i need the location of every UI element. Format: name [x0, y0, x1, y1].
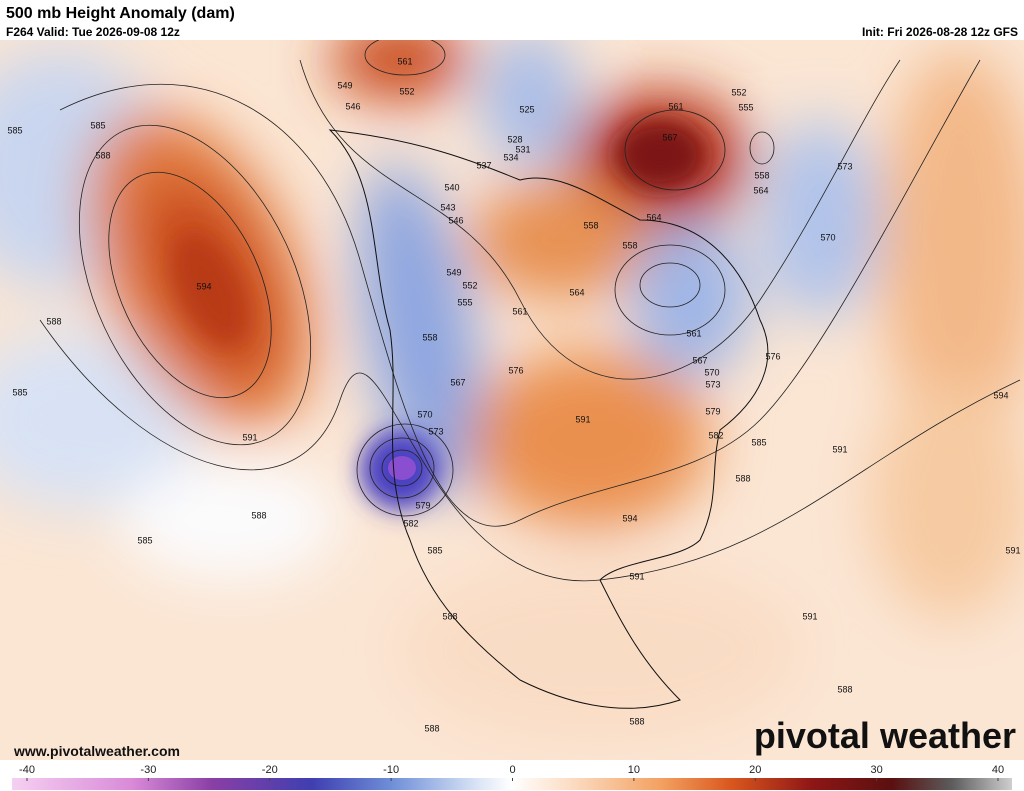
- colorbar-tick-label: -40: [19, 764, 35, 776]
- contour-label: 579: [415, 500, 430, 510]
- contour-label: 540: [444, 182, 459, 192]
- colorbar-tick-label: -10: [383, 764, 399, 776]
- contour-label: 552: [399, 86, 414, 96]
- contour-label: 534: [503, 152, 518, 162]
- header-bg: [0, 0, 1024, 40]
- contour-label: 549: [337, 80, 352, 90]
- colorbar-tick-label: 20: [749, 764, 761, 776]
- contour-label: 558: [583, 220, 598, 230]
- contour-label: 582: [403, 518, 418, 528]
- contour-label: 567: [662, 132, 677, 142]
- colorbar-tick-label: 10: [628, 764, 640, 776]
- contour-label: 588: [424, 723, 439, 733]
- contour-label: 546: [448, 215, 463, 225]
- contour-label: 555: [738, 102, 753, 112]
- init-time: Init: Fri 2026-08-28 12z GFS: [862, 25, 1018, 39]
- colorbar-tick-label: 0: [509, 764, 515, 776]
- contour-label: 552: [731, 87, 746, 97]
- colorbar-tick-label: 40: [992, 764, 1004, 776]
- contour-label: 573: [837, 161, 852, 171]
- contour-label: 543: [440, 202, 455, 212]
- contour-label: 561: [668, 101, 683, 111]
- contour-label: 525: [519, 104, 534, 114]
- contour-label: 561: [512, 306, 527, 316]
- contours: [39, 40, 1021, 582]
- contour-label: 594: [993, 390, 1008, 400]
- contour-label: 564: [646, 212, 661, 222]
- contour-label: 585: [427, 545, 442, 555]
- contour-label: 558: [422, 332, 437, 342]
- contour-label: 549: [446, 267, 461, 277]
- contour-label: 576: [765, 351, 780, 361]
- contour-label: 531: [515, 144, 530, 154]
- contour-label: 573: [705, 379, 720, 389]
- map-title: 500 mb Height Anomaly (dam): [6, 5, 235, 22]
- contour-label: 594: [622, 513, 637, 523]
- contour-label: 591: [802, 611, 817, 621]
- contour-label: 564: [753, 185, 768, 195]
- contour-label: 567: [692, 355, 707, 365]
- contour-label: 588: [442, 611, 457, 621]
- colorbar: [12, 778, 1012, 790]
- contour-label: 594: [196, 281, 211, 291]
- contour-label: 585: [90, 120, 105, 130]
- contour-label: 591: [832, 444, 847, 454]
- contour-label: 528: [507, 134, 522, 144]
- contour-label: 591: [242, 432, 257, 442]
- contour-label: 561: [686, 328, 701, 338]
- coastline: [328, 129, 769, 709]
- contour-label: 567: [450, 377, 465, 387]
- contour-label: 564: [569, 287, 584, 297]
- contour-label: 555: [457, 297, 472, 307]
- contour-label: 588: [735, 473, 750, 483]
- contour-label: 570: [820, 232, 835, 242]
- contour-label: 591: [629, 571, 644, 581]
- logo: pivotal weather: [754, 715, 1016, 756]
- contour-label: 576: [508, 365, 523, 375]
- contour-label: 552: [462, 280, 477, 290]
- contour-label: 558: [754, 170, 769, 180]
- contour-label: 579: [705, 406, 720, 416]
- contour-label: 582: [708, 430, 723, 440]
- contour-label: 588: [629, 716, 644, 726]
- contour-label: 558: [622, 240, 637, 250]
- contour-label: 588: [95, 150, 110, 160]
- contour-label: 537: [476, 160, 491, 170]
- website: www.pivotalweather.com: [13, 743, 180, 759]
- contour-label: 570: [417, 409, 432, 419]
- contour-label: 588: [837, 684, 852, 694]
- contour-label: 585: [751, 437, 766, 447]
- contour-label: 588: [46, 316, 61, 326]
- colorbar-tick-label: 30: [871, 764, 883, 776]
- contour-label: 573: [428, 426, 443, 436]
- valid-time: F264 Valid: Tue 2026-09-08 12z: [6, 25, 180, 39]
- contour-label: 585: [7, 125, 22, 135]
- colorbar-tick-label: -30: [140, 764, 156, 776]
- colorbar-tick-label: -20: [262, 764, 278, 776]
- contour-label: 585: [137, 535, 152, 545]
- contour-label: 588: [251, 510, 266, 520]
- anomaly-field: [0, 40, 1024, 760]
- contour-label: 585: [12, 387, 27, 397]
- contour-label: 570: [704, 367, 719, 377]
- colorbar-ticks: -40 -30 -20 -10 0 10 20 30 40: [19, 764, 1004, 781]
- contour-label: 591: [1005, 545, 1020, 555]
- contour-label: 546: [345, 101, 360, 111]
- contour-label: 591: [575, 414, 590, 424]
- contour-label: 561: [397, 56, 412, 66]
